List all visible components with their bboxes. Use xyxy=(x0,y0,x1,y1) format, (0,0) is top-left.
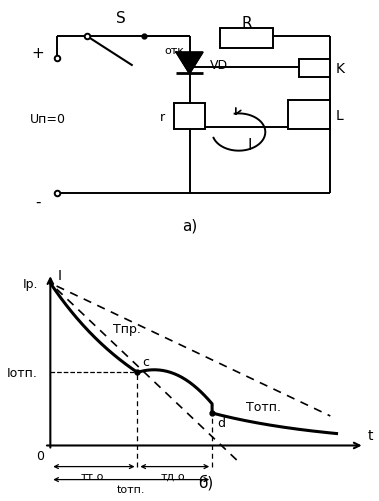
Text: б): б) xyxy=(198,474,213,489)
Text: L: L xyxy=(335,109,343,122)
Text: tотп.: tотп. xyxy=(117,483,146,493)
Text: отк.: отк. xyxy=(165,46,188,56)
Bar xyxy=(288,101,330,130)
Bar xyxy=(220,29,273,49)
Text: Iотп.: Iотп. xyxy=(7,366,38,379)
Text: t: t xyxy=(368,428,373,442)
Text: -: - xyxy=(35,194,41,209)
Text: K: K xyxy=(335,62,345,76)
Text: тд.о.: тд.о. xyxy=(161,471,189,480)
Text: 0: 0 xyxy=(36,449,44,462)
Text: Iр.: Iр. xyxy=(22,277,38,290)
Text: R: R xyxy=(241,17,252,32)
Text: а): а) xyxy=(182,218,197,233)
Text: d: d xyxy=(217,416,225,429)
Text: I: I xyxy=(248,137,252,152)
Bar xyxy=(299,60,330,78)
Text: S: S xyxy=(116,11,126,26)
Text: с: с xyxy=(142,355,149,368)
Text: +: + xyxy=(31,46,44,61)
Polygon shape xyxy=(176,53,203,74)
Text: r: r xyxy=(160,110,165,123)
Text: VD: VD xyxy=(210,59,229,72)
Text: тт.о.: тт.о. xyxy=(80,471,107,480)
Text: Тпр.: Тпр. xyxy=(113,323,141,335)
Text: I: I xyxy=(58,269,62,283)
Text: Тотп.: Тотп. xyxy=(246,400,281,413)
Text: Uп=0: Uп=0 xyxy=(30,113,66,126)
Bar xyxy=(174,104,205,130)
